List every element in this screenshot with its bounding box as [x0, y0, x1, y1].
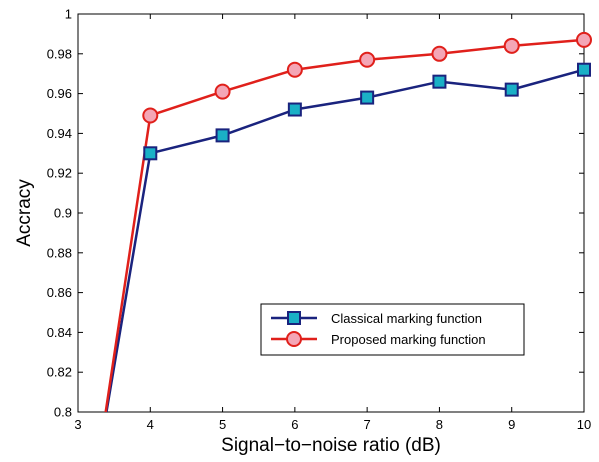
series-line-classical: [105, 68, 584, 412]
data-point-proposed: [214, 83, 231, 100]
x-tick-label: 10: [577, 417, 591, 432]
data-point-classical: [143, 146, 158, 161]
data-point-proposed: [431, 45, 448, 62]
y-tick-label: 0.82: [47, 365, 72, 380]
data-point-classical: [504, 82, 519, 97]
y-tick-label: 0.9: [54, 206, 72, 221]
legend-marker-square: [287, 311, 301, 325]
x-tick-label: 8: [436, 417, 443, 432]
data-point-proposed: [359, 51, 376, 68]
y-tick-label: 1: [65, 7, 72, 22]
data-point-proposed: [503, 37, 520, 54]
data-point-proposed: [576, 31, 592, 48]
y-tick-label: 0.84: [47, 325, 72, 340]
data-point-classical: [360, 90, 375, 105]
y-tick-label: 0.92: [47, 166, 72, 181]
y-tick-label: 0.96: [47, 86, 72, 101]
data-point-proposed: [286, 61, 303, 78]
legend-marker-circle: [286, 331, 302, 347]
x-tick-label: 7: [364, 417, 371, 432]
x-tick-label: 6: [291, 417, 298, 432]
legend-box: [260, 303, 525, 356]
data-point-classical: [287, 102, 302, 117]
series-line-proposed: [104, 38, 584, 412]
x-tick-label: 3: [74, 417, 81, 432]
y-tick-label: 0.98: [47, 46, 72, 61]
y-axis-title: Accracy: [14, 179, 35, 247]
y-tick-label: 0.8: [54, 405, 72, 420]
y-tick-label: 0.94: [47, 126, 72, 141]
x-tick-label: 5: [219, 417, 226, 432]
legend: Classical marking function Proposed mark…: [260, 303, 525, 356]
y-tick-label: 0.86: [47, 285, 72, 300]
x-tick-label: 4: [147, 417, 154, 432]
y-tick-label: 0.88: [47, 245, 72, 260]
data-point-proposed: [142, 107, 159, 124]
data-point-classical: [432, 74, 447, 89]
data-point-classical: [577, 62, 591, 77]
legend-label-classical: Classical marking function: [331, 311, 482, 326]
x-axis-title: Signal−to−noise ratio (dB): [221, 435, 441, 456]
x-tick-label: 9: [508, 417, 515, 432]
data-point-classical: [215, 128, 230, 143]
legend-label-proposed: Proposed marking function: [331, 332, 486, 347]
